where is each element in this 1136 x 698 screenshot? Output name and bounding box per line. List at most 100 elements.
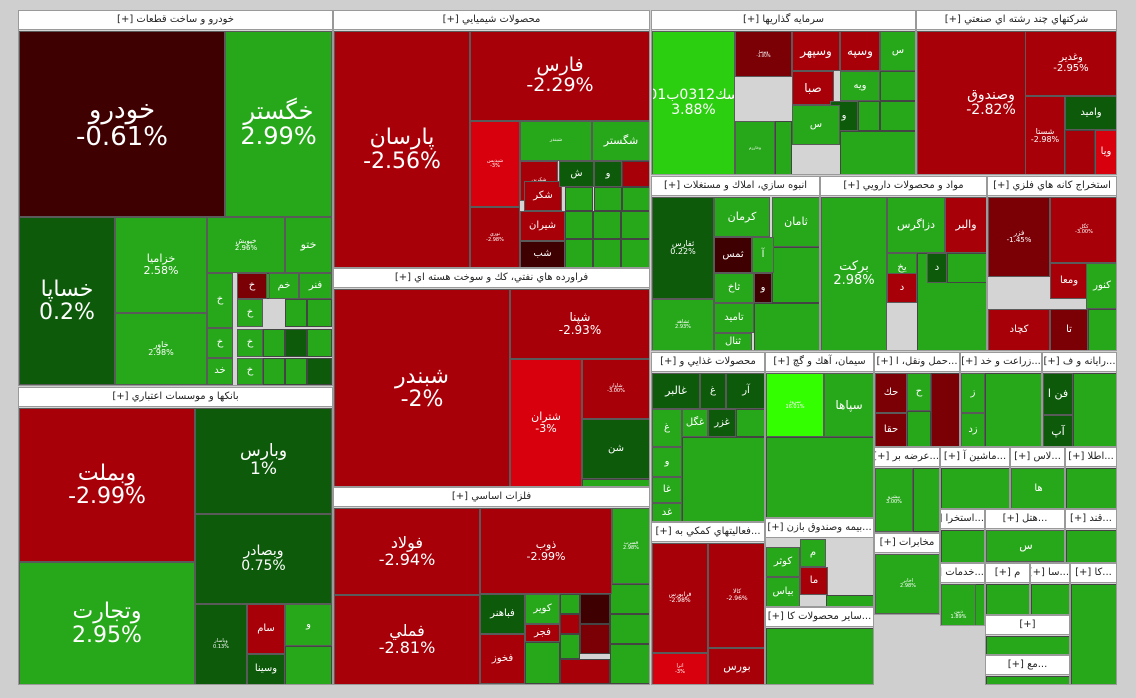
stock-tile[interactable]: كالا -2.96% [708, 543, 764, 648]
stock-tile[interactable]: فملي -2.81% [334, 595, 480, 684]
stock-tile-small[interactable] [1066, 468, 1116, 508]
stock-tile[interactable]: شن [582, 419, 649, 479]
stock-tile-small[interactable] [913, 468, 939, 532]
stock-tile-small[interactable] [986, 676, 1069, 684]
stock-tile[interactable]: فجر [525, 624, 560, 642]
stock-tile[interactable]: حقا [875, 413, 907, 446]
stock-tile[interactable]: خساپا 0.2% [19, 217, 115, 385]
stock-tile[interactable]: فباهنر [480, 594, 525, 634]
stock-tile[interactable]: كگل -3.00% [1050, 197, 1116, 263]
stock-tile[interactable]: د [927, 253, 947, 283]
stock-tile[interactable]: آر [726, 373, 764, 409]
sector-header[interactable]: خودرو و ساخت قطعات [+] [19, 11, 332, 30]
stock-tile[interactable]: وسپه [840, 31, 880, 71]
stock-tile-small[interactable] [931, 373, 959, 446]
stock-tile[interactable]: ذبين 1.89% [941, 584, 976, 625]
stock-tile[interactable]: شتران -3% [510, 359, 582, 486]
stock-tile[interactable]: وخارزم [735, 121, 775, 174]
stock-tile[interactable]: غالبر [652, 373, 700, 409]
stock-tile-small[interactable] [840, 131, 915, 174]
stock-tile[interactable]: بيشرو 3.00% [875, 468, 913, 532]
stock-tile-small[interactable] [285, 299, 307, 327]
stock-tile[interactable]: غا [652, 477, 682, 503]
stock-tile-small[interactable] [941, 468, 1009, 508]
stock-tile-small[interactable] [682, 437, 764, 521]
stock-tile-small[interactable] [565, 187, 593, 211]
stock-tile[interactable]: نوري -2.98% [470, 207, 520, 267]
stock-tile-small[interactable] [285, 329, 307, 357]
stock-tile[interactable]: كرمان [714, 197, 770, 237]
stock-tile[interactable]: س [792, 105, 840, 145]
sector-header[interactable]: ...زراعت و خد [+] [961, 353, 1041, 372]
stock-tile-small[interactable] [1088, 309, 1116, 350]
stock-tile[interactable]: ويا [1095, 130, 1116, 174]
stock-tile[interactable]: ذوب -2.99% [480, 508, 612, 594]
stock-tile-small[interactable] [565, 239, 593, 267]
stock-tile[interactable]: فزر -1.45% [988, 197, 1050, 277]
stock-tile-small[interactable] [985, 373, 1041, 446]
sector-header[interactable]: ...فعاليتهاي كمكي به [+] [652, 523, 764, 542]
stock-tile[interactable]: خ [237, 329, 263, 357]
sector-header[interactable]: مخابرات [+] [875, 534, 939, 553]
stock-tile-small[interactable] [307, 329, 332, 357]
stock-tile[interactable]: فسرب 2.98% [612, 508, 649, 584]
stock-tile[interactable]: شگستر [592, 121, 649, 161]
sector-header[interactable]: محصولات غذايي و [+] [652, 353, 764, 372]
stock-tile[interactable]: وتجارت 2.95% [19, 562, 195, 684]
stock-tile[interactable]: بركت 2.98% [821, 197, 887, 350]
stock-tile-small[interactable] [307, 299, 332, 327]
sector-header[interactable]: ...عرضه بر [+] [875, 448, 939, 467]
stock-tile[interactable]: شستا -2.98% [1025, 96, 1065, 174]
stock-tile[interactable]: خ [237, 358, 263, 385]
stock-tile[interactable]: خد [207, 358, 233, 385]
stock-tile-small[interactable] [907, 411, 931, 446]
stock-tile[interactable]: آ [752, 237, 774, 273]
stock-tile-small[interactable] [582, 479, 649, 486]
stock-tile[interactable]: فخوز [480, 634, 525, 684]
stock-tile-small[interactable] [285, 358, 307, 385]
sector-header[interactable]: ...مع [+] [986, 656, 1069, 675]
stock-tile[interactable]: شبندر [520, 121, 592, 161]
stock-tile[interactable]: د [887, 273, 917, 303]
stock-tile-small[interactable] [986, 584, 1029, 614]
stock-tile-small[interactable] [593, 239, 621, 267]
stock-tile[interactable]: ثنال [714, 333, 752, 350]
stock-tile-small[interactable] [858, 101, 880, 131]
sector-header[interactable]: محصولات شيميايي [+] [334, 11, 649, 30]
stock-tile[interactable]: خم [269, 273, 299, 299]
stock-tile[interactable]: كوثر [766, 547, 800, 577]
stock-tile-small[interactable] [285, 646, 332, 684]
stock-tile-small[interactable] [775, 121, 792, 174]
stock-tile[interactable]: ثفارس 0.22% [652, 197, 714, 299]
stock-tile[interactable]: ثشاهد 2.93% [652, 299, 714, 350]
stock-tile[interactable]: خگستر 2.99% [225, 31, 332, 217]
stock-tile[interactable]: فارس -2.29% [470, 31, 649, 121]
stock-tile[interactable]: خپویش 2.96% [207, 217, 285, 273]
stock-tile-small[interactable] [263, 358, 285, 385]
stock-tile-small[interactable] [880, 101, 915, 131]
stock-tile[interactable]: وبصادر 0.75% [195, 514, 332, 604]
stock-tile[interactable]: فنر [299, 273, 332, 299]
stock-tile[interactable]: ش [559, 161, 594, 187]
stock-tile-small[interactable] [580, 594, 610, 624]
sector-header[interactable]: [+] [986, 616, 1069, 635]
stock-tile[interactable]: سك0312ب013.88% [652, 31, 735, 174]
stock-tile-small[interactable] [263, 329, 285, 357]
stock-tile[interactable]: خ [237, 273, 267, 299]
stock-tile[interactable]: وبارس 1% [195, 408, 332, 514]
sector-header[interactable]: ...كا [+] [1071, 564, 1116, 583]
stock-tile[interactable]: تا [1050, 309, 1088, 350]
sector-header[interactable]: ...قند [+] [1066, 510, 1116, 529]
stock-tile[interactable]: بياس [766, 577, 800, 606]
stock-tile[interactable]: وغدير -2.95% [1025, 31, 1116, 96]
sector-header[interactable]: انبوه سازي، املاك و مستغلات [+] [652, 177, 819, 196]
stock-tile[interactable]: س [986, 530, 1064, 562]
sector-header[interactable]: ...ساير محصولات كا [+] [766, 608, 873, 627]
stock-tile[interactable]: دزاگرس [887, 197, 945, 253]
stock-tile-small[interactable] [622, 161, 649, 187]
stock-tile[interactable]: شكر [524, 181, 562, 211]
stock-tile[interactable]: ثاخ [714, 273, 754, 303]
stock-tile[interactable]: شپديس -3% [470, 121, 520, 207]
stock-tile-small[interactable] [565, 211, 593, 239]
stock-tile[interactable]: سرود 16.01% [766, 373, 824, 437]
